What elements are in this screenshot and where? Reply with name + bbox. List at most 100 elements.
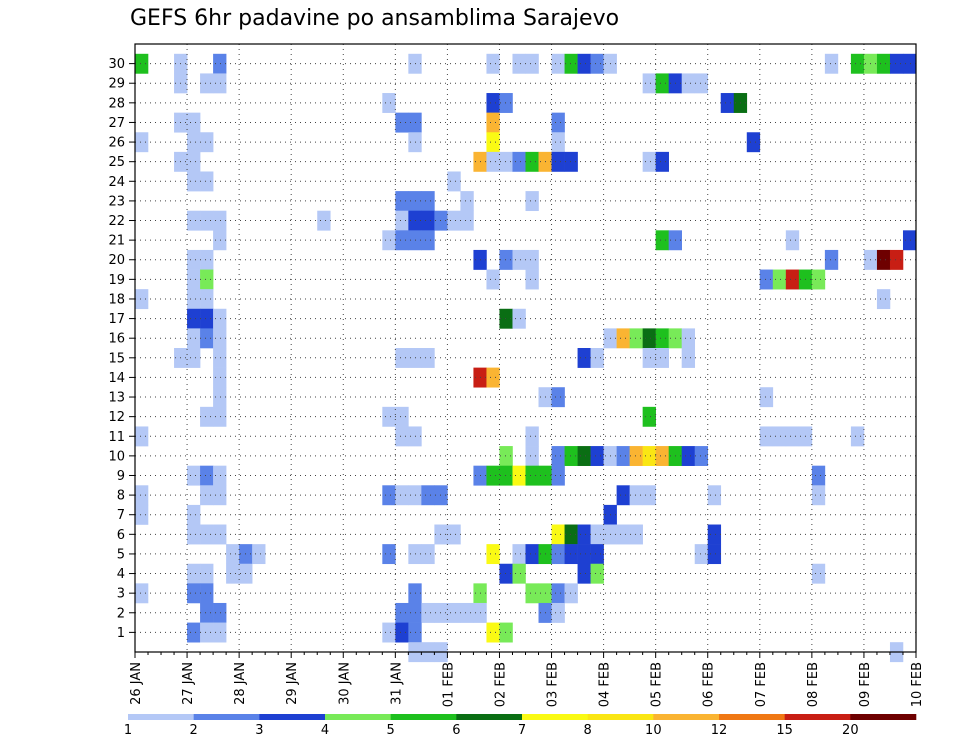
x-tick-label: 03 FEB bbox=[546, 662, 561, 707]
heatmap-cell bbox=[876, 289, 891, 310]
colorbar-label: 4 bbox=[321, 723, 329, 738]
colorbar-label: 2 bbox=[190, 723, 198, 738]
heatmap-cell bbox=[395, 210, 409, 231]
heatmap-cell bbox=[694, 544, 709, 565]
heatmap-cell bbox=[590, 446, 604, 466]
chart-title: GEFS 6hr padavine po ansamblima Sarajevo bbox=[130, 6, 620, 31]
heatmap-cell bbox=[187, 328, 201, 349]
heatmap-cell bbox=[785, 269, 800, 290]
y-tick-label: 6 bbox=[117, 528, 125, 543]
heatmap-cell bbox=[447, 210, 461, 231]
heatmap-cell bbox=[200, 524, 214, 545]
heatmap-cell bbox=[200, 485, 214, 506]
heatmap-cell bbox=[434, 524, 448, 545]
colorbar-swatch bbox=[193, 714, 260, 720]
heatmap-cell bbox=[434, 485, 448, 506]
heatmap-cell bbox=[421, 210, 435, 231]
heatmap-cell bbox=[785, 230, 800, 251]
heatmap-cell bbox=[551, 465, 565, 486]
heatmap-cell bbox=[135, 132, 149, 153]
heatmap-cell bbox=[499, 465, 513, 486]
heatmap-cell bbox=[213, 387, 227, 408]
heatmap-cell bbox=[512, 53, 526, 74]
heatmap-cell bbox=[499, 622, 513, 643]
heatmap-cell bbox=[889, 249, 904, 270]
heatmap-cell bbox=[486, 132, 500, 153]
y-tick-label: 11 bbox=[108, 430, 125, 445]
y-tick-label: 30 bbox=[108, 57, 125, 72]
heatmap-cell bbox=[486, 93, 500, 113]
x-tick-label: 08 FEB bbox=[806, 662, 821, 707]
heatmap-cell bbox=[213, 308, 227, 329]
heatmap-cell bbox=[187, 289, 201, 310]
heatmap-cell bbox=[525, 53, 539, 74]
heatmap-cell bbox=[213, 465, 227, 486]
heatmap-cell bbox=[213, 524, 227, 545]
heatmap-cell bbox=[421, 602, 435, 623]
heatmap-cell bbox=[850, 53, 865, 74]
heatmap-cell bbox=[902, 53, 917, 74]
heatmap-cell bbox=[616, 446, 630, 466]
heatmap-cell bbox=[590, 563, 604, 584]
heatmap-cell bbox=[434, 602, 448, 623]
y-tick-label: 15 bbox=[108, 351, 125, 366]
heatmap-cell bbox=[499, 249, 513, 270]
y-tick-label: 3 bbox=[117, 587, 125, 602]
heatmap-cell bbox=[135, 504, 149, 525]
heatmap-cell bbox=[421, 348, 435, 368]
heatmap-cell bbox=[382, 93, 396, 113]
colorbar-label: 15 bbox=[776, 723, 793, 738]
heatmap-cell bbox=[551, 387, 565, 408]
heatmap-cell bbox=[200, 602, 214, 623]
heatmap-cells bbox=[135, 53, 917, 663]
heatmap-cell bbox=[590, 53, 604, 74]
heatmap-cell bbox=[512, 563, 526, 584]
colorbar-swatch bbox=[456, 714, 523, 720]
heatmap-cell bbox=[577, 544, 591, 565]
y-tick-label: 29 bbox=[108, 77, 125, 92]
colorbar-swatch bbox=[325, 714, 391, 720]
heatmap-cell bbox=[577, 563, 591, 584]
heatmap-cell bbox=[551, 446, 565, 466]
heatmap-cell bbox=[525, 446, 539, 466]
heatmap-cell bbox=[525, 269, 539, 290]
x-tick-label: 10 FEB bbox=[910, 662, 925, 707]
heatmap-cell bbox=[499, 308, 513, 329]
x-tick-label: 27 JAN bbox=[181, 662, 196, 705]
heatmap-cell bbox=[187, 269, 201, 290]
heatmap-cell bbox=[213, 53, 227, 74]
x-tick-label: 31 JAN bbox=[389, 662, 404, 705]
heatmap-cell bbox=[460, 210, 474, 231]
y-tick-label: 7 bbox=[117, 508, 125, 523]
heatmap-cell bbox=[187, 308, 201, 329]
colorbar-swatch bbox=[784, 714, 851, 720]
heatmap-cell bbox=[772, 269, 787, 290]
heatmap-cell bbox=[382, 622, 396, 643]
y-tick-label: 20 bbox=[108, 253, 125, 268]
heatmap-cell bbox=[499, 446, 513, 466]
heatmap-cell bbox=[200, 210, 214, 231]
heatmap-cell bbox=[681, 446, 696, 466]
heatmap-cell bbox=[655, 446, 669, 466]
x-tick-label: 01 FEB bbox=[441, 662, 456, 707]
heatmap-cell bbox=[876, 249, 891, 270]
heatmap-cell bbox=[252, 544, 266, 565]
y-tick-label: 1 bbox=[117, 626, 125, 641]
heatmap-cell bbox=[577, 446, 591, 466]
heatmap-cell bbox=[577, 53, 591, 74]
y-tick-label: 12 bbox=[108, 410, 125, 425]
heatmap-cell bbox=[200, 563, 214, 584]
heatmap-cell bbox=[395, 406, 409, 427]
heatmap-cell bbox=[850, 426, 865, 447]
heatmap-cell bbox=[213, 210, 227, 231]
heatmap-cell bbox=[746, 132, 761, 153]
heatmap-cell bbox=[681, 328, 696, 349]
colorbar-swatch bbox=[259, 714, 326, 720]
heatmap-cell bbox=[759, 426, 774, 447]
y-tick-label: 9 bbox=[117, 469, 125, 484]
colorbar-label: 10 bbox=[645, 723, 662, 738]
y-tick-label: 23 bbox=[108, 194, 125, 209]
heatmap-cell bbox=[382, 485, 396, 506]
heatmap-cell bbox=[564, 53, 578, 74]
